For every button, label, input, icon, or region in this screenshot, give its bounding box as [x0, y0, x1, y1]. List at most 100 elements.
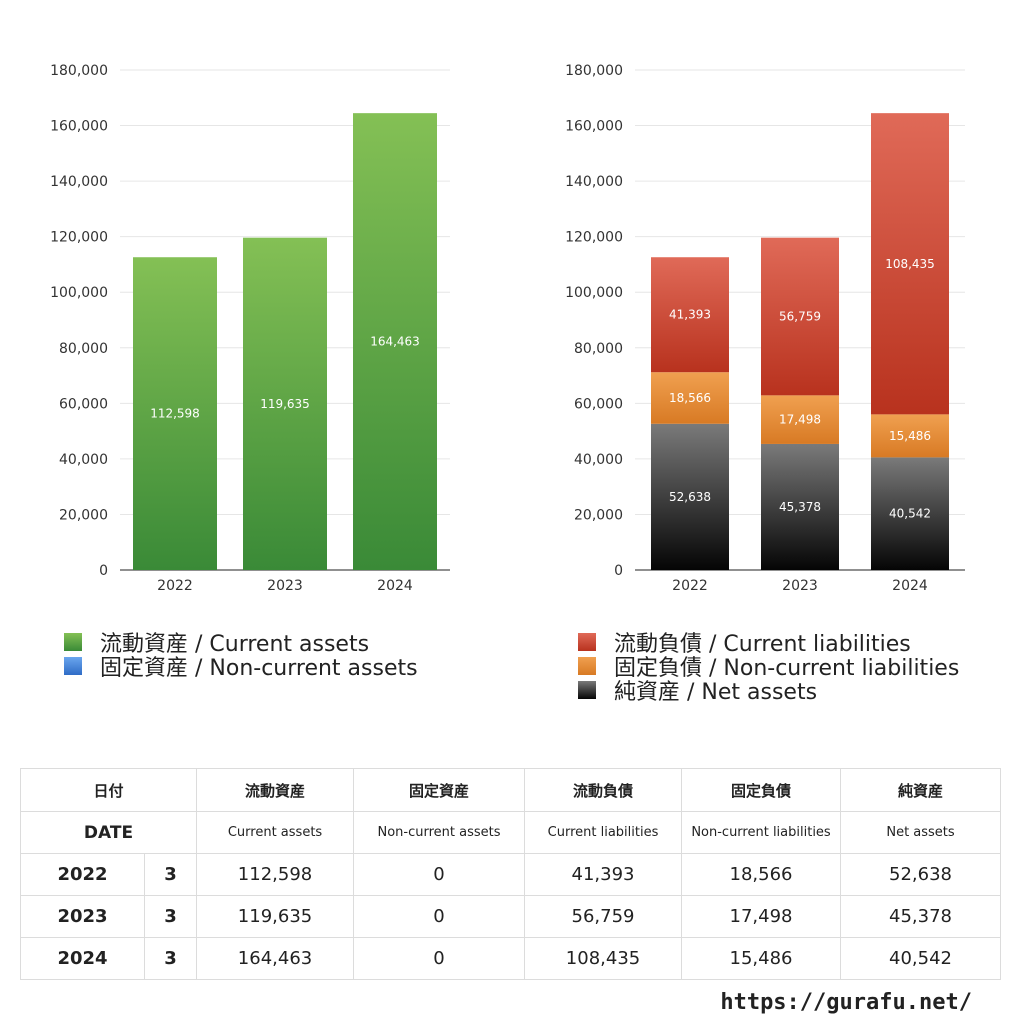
bar-value-label: 15,486: [889, 429, 931, 443]
bar-value-label: 52,638: [669, 490, 711, 504]
legend-left: 流動資産 / Current assets 固定資産 / Non-current…: [64, 630, 418, 681]
legend-swatch-non-current-assets: [64, 657, 82, 675]
table-cell-net-assets: 45,378: [840, 895, 1002, 938]
bar-net-assets: [871, 457, 949, 570]
legend-label: 流動負債 / Current liabilities: [614, 632, 911, 657]
table-header-non-current-liabilities: Non-current liabilities: [681, 811, 842, 854]
table-cell-year: 2022: [20, 853, 145, 896]
legend-swatch-non-current-liabilities: [578, 657, 596, 675]
table-row: 2023 3 119,635 0 56,759 17,498 45,378: [20, 895, 1002, 938]
bar-non-current-liabilities: [761, 395, 839, 444]
table-row: 2022 3 112,598 0 41,393 18,566 52,638: [20, 853, 1002, 896]
bar-current-liabilities: [651, 257, 729, 373]
bar-value-label: 40,542: [889, 507, 931, 521]
legend-swatch-current-assets: [64, 633, 82, 651]
table-cell-non-current-liabilities: 18,566: [681, 853, 842, 896]
assets-bar-chart: 0 20,000 40,000 60,000 80,000 100,000 120,000 1…: [50, 63, 965, 594]
table-cell-year: 2023: [20, 895, 145, 938]
right-chart-y-tick-label: 160,000: [565, 119, 623, 135]
table-cell-current-liabilities: 41,393: [524, 853, 683, 896]
bar-value-label: 119,635: [260, 397, 310, 411]
bar-value-label: 17,498: [779, 413, 821, 427]
left-chart-x-tick-label: 2023: [267, 578, 303, 594]
legend-item-current-assets: 流動資産 / Current assets: [64, 630, 418, 657]
table-header-date: DATE: [19, 811, 198, 854]
legend-label: 純資産 / Net assets: [614, 680, 818, 705]
table-cell-non-current-liabilities: 15,486: [681, 937, 842, 980]
table-cell-current-liabilities: 56,759: [524, 895, 683, 938]
bar-net-assets: [651, 423, 729, 570]
table-row: 2024 3 164,463 0 108,435 15,486 40,542: [20, 937, 1002, 980]
bar-current-assets: [133, 257, 217, 570]
table-header-current-liabilities-jp: 流動負債: [524, 768, 683, 812]
left-chart-y-tick-label: 180,000: [50, 63, 108, 79]
right-chart-y-tick-label: 140,000: [565, 174, 623, 190]
table-header-date-jp: 日付: [19, 768, 198, 812]
table-cell-non-current-assets: 0: [353, 853, 526, 896]
table-cell-current-assets: 119,635: [196, 895, 355, 938]
left-chart-y-tick-label: 20,000: [59, 507, 108, 523]
table-cell-non-current-assets: 0: [353, 895, 526, 938]
legend-swatch-current-liabilities: [578, 633, 596, 651]
left-chart-y-tick-label: 60,000: [59, 396, 108, 412]
bar-value-label: 45,378: [779, 500, 821, 514]
right-chart-y-tick-label: 40,000: [574, 452, 623, 468]
bar-value-label: 164,463: [370, 335, 420, 349]
source-url-link[interactable]: https://gurafu.net/: [720, 990, 972, 1015]
bar-value-label: 41,393: [669, 308, 711, 322]
table-header-non-current-assets: Non-current assets: [353, 811, 526, 854]
table-cell-non-current-assets: 0: [353, 937, 526, 980]
table-header-net-assets: Net assets: [840, 811, 1002, 854]
right-chart-y-tick-label: 120,000: [565, 230, 623, 246]
table-cell-year: 2024: [20, 937, 145, 980]
left-chart-y-tick-label: 0: [99, 563, 108, 579]
bar-current-assets: [243, 237, 327, 571]
right-chart-x-tick-label: 2023: [782, 578, 818, 594]
right-chart-x-tick-label: 2022: [672, 578, 708, 594]
table-header-net-assets-jp: 純資産: [840, 768, 1002, 812]
table-header-row-jp: 日付 流動資産 固定資産 流動負債 固定負債 純資産: [19, 768, 1002, 812]
left-chart-y-tick-label: 120,000: [50, 230, 108, 246]
right-chart-y-tick-label: 80,000: [574, 341, 623, 357]
table-cell-month: 3: [143, 895, 198, 938]
bar-non-current-liabilities: [651, 372, 729, 424]
table-header-current-assets-jp: 流動資産: [196, 768, 355, 812]
right-chart-y-tick-label: 20,000: [574, 507, 623, 523]
bar-value-label: 108,435: [885, 257, 935, 271]
table-cell-current-assets: 112,598: [196, 853, 355, 896]
table-cell-current-liabilities: 108,435: [524, 937, 683, 980]
bar-value-label: 112,598: [150, 407, 200, 421]
bar-value-label: 18,566: [669, 391, 711, 405]
financial-table: 日付 流動資産 固定資産 流動負債 固定負債 純資産 DATE Current …: [19, 768, 1002, 980]
legend-item-current-liabilities: 流動負債 / Current liabilities: [578, 630, 959, 657]
bar-current-liabilities: [871, 113, 949, 415]
right-chart-y-tick-label: 0: [614, 563, 623, 579]
table-header-current-liabilities: Current liabilities: [524, 811, 683, 854]
legend-swatch-net-assets: [578, 681, 596, 699]
bar-non-current-liabilities: [871, 414, 949, 458]
legend-item-non-current-assets: 固定資産 / Non-current assets: [64, 654, 418, 681]
right-chart-y-tick-label: 60,000: [574, 396, 623, 412]
right-chart-y-tick-label: 180,000: [565, 63, 623, 79]
right-chart-x-tick-label: 2024: [892, 578, 928, 594]
left-chart-x-tick-label: 2024: [377, 578, 413, 594]
table-header-current-assets: Current assets: [196, 811, 355, 854]
table-cell-month: 3: [143, 853, 198, 896]
legend-label: 固定負債 / Non-current liabilities: [614, 656, 960, 681]
legend-item-net-assets: 純資産 / Net assets: [578, 678, 959, 705]
table-cell-month: 3: [143, 937, 198, 980]
table-header-non-current-liabilities-jp: 固定負債: [681, 768, 842, 812]
bar-current-liabilities: [761, 237, 839, 396]
left-chart-y-tick-label: 40,000: [59, 452, 108, 468]
legend-label: 流動資産 / Current assets: [100, 632, 370, 657]
left-chart-y-tick-label: 160,000: [50, 119, 108, 135]
legend-right: 流動負債 / Current liabilities 固定負債 / Non-cu…: [578, 630, 960, 705]
left-chart-y-tick-label: 140,000: [50, 174, 108, 190]
table-cell-current-assets: 164,463: [196, 937, 355, 980]
bar-net-assets: [761, 443, 839, 570]
table-header-non-current-assets-jp: 固定資産: [353, 768, 526, 812]
bar-value-label: 56,759: [779, 310, 821, 324]
bar-current-assets: [353, 113, 437, 571]
left-chart-x-tick-label: 2022: [157, 578, 193, 594]
table-cell-non-current-liabilities: 17,498: [681, 895, 842, 938]
